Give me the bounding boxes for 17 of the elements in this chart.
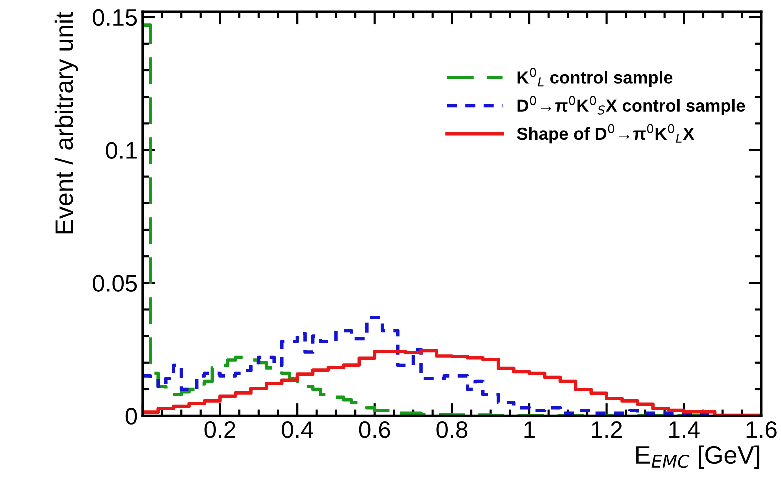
x-tick-label: 1 — [524, 422, 535, 438]
y-axis-title: Event / arbitrary unit — [54, 12, 78, 234]
x-tick-label: 0.6 — [359, 422, 390, 438]
x-tick-label: 1.2 — [592, 422, 622, 438]
x-tick-label: 0.8 — [436, 422, 468, 438]
legend-label: D$^{0}$→π$^{0}$K$^{0}$$_{S}$X control sample — [518, 96, 746, 116]
x-axis-title: E$_{EMC}$ [GeV] — [636, 446, 760, 470]
y-tick-label: 0.05 — [93, 275, 138, 292]
y-tick-label: 0 — [126, 408, 138, 425]
legend-label: K$^{0}$$_{L}$ control sample — [518, 68, 673, 88]
x-tick-label: 1.6 — [746, 422, 777, 438]
x-tick-label: 1.4 — [670, 422, 700, 438]
y-tick-label: 0.15 — [93, 9, 138, 26]
x-tick-label: 0.2 — [204, 422, 236, 438]
legend-label: Shape of D$^{0}$→π$^{0}$K$^{0}$$_{L}$X — [517, 124, 695, 144]
x-tick-label: 0.4 — [282, 422, 314, 438]
y-tick-label: 0.1 — [106, 142, 137, 160]
